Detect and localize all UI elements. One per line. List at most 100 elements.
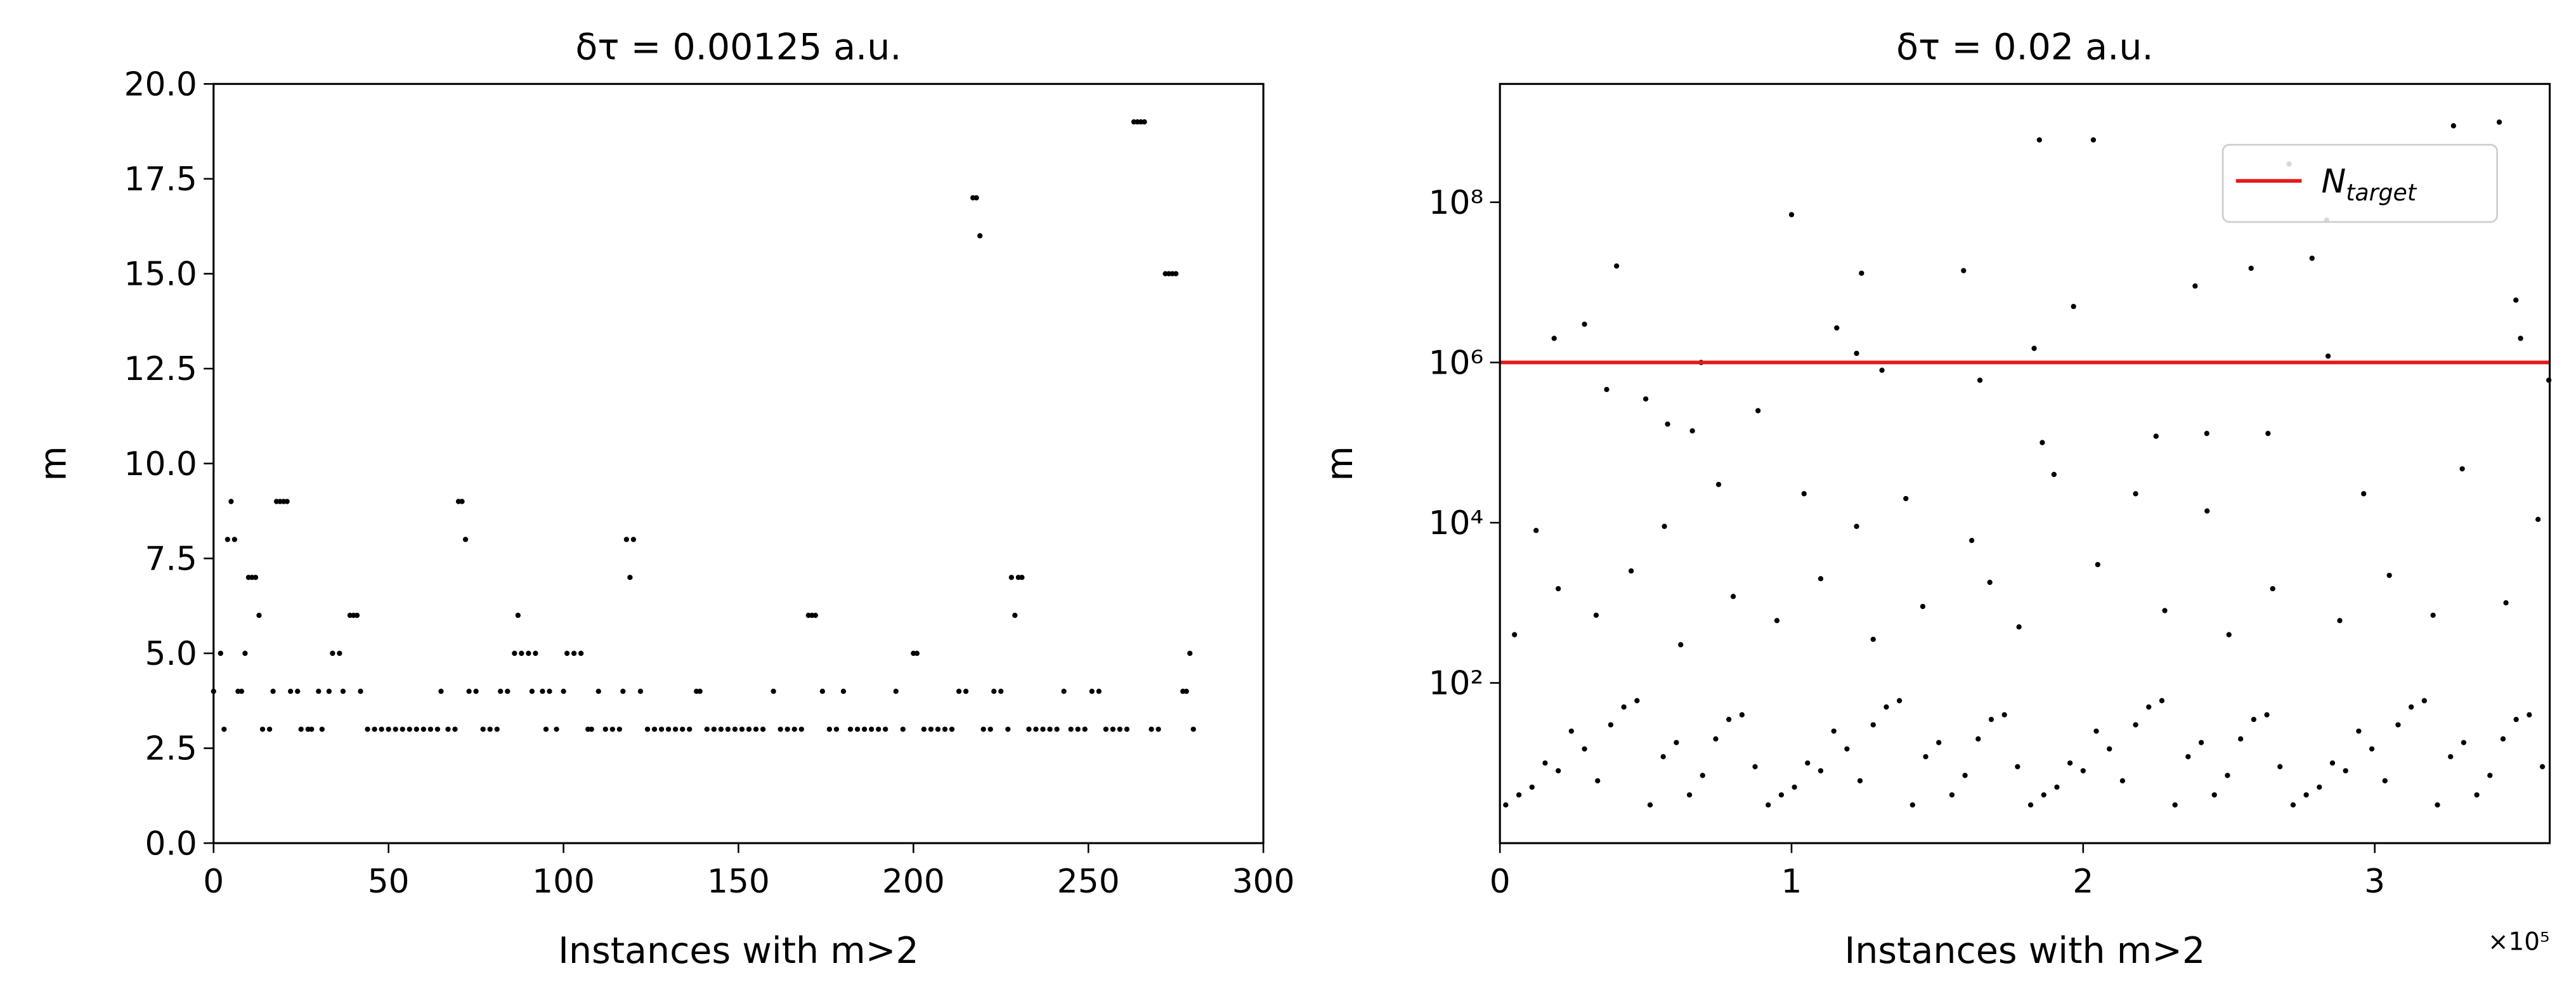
point [1173, 271, 1179, 277]
point [680, 726, 686, 732]
x-tick-label: 3 [2364, 863, 2385, 901]
x-tick-label: 300 [1232, 863, 1295, 901]
point [991, 688, 997, 694]
point [1595, 778, 1601, 784]
point [935, 726, 941, 732]
point [1187, 650, 1193, 657]
point [1621, 704, 1627, 710]
point [354, 612, 360, 618]
point [595, 688, 601, 694]
point [1936, 740, 1942, 745]
y-tick-label: 12.5 [124, 350, 197, 388]
point [1896, 698, 1903, 703]
point [2408, 704, 2414, 710]
x-tick-label: 0 [203, 863, 224, 901]
point [1689, 428, 1695, 434]
point [651, 726, 658, 732]
point [2500, 736, 2506, 742]
point [256, 612, 262, 618]
point [833, 726, 840, 732]
y-tick-label: 2.5 [145, 730, 197, 768]
point [1190, 726, 1196, 732]
point [1969, 537, 1975, 544]
point [1831, 728, 1837, 734]
point [2356, 728, 2362, 734]
point [1909, 802, 1915, 808]
point [1012, 612, 1018, 618]
point [2277, 764, 2283, 769]
y-tick-label: 10.0 [124, 445, 197, 483]
point [238, 688, 245, 694]
point [1975, 736, 1981, 742]
point [2031, 346, 2037, 351]
x-axis-label: Instances with m>2 [1845, 930, 2206, 972]
point [1643, 396, 1649, 402]
point [876, 726, 881, 732]
point [2503, 600, 2509, 606]
point [452, 726, 458, 732]
point [1788, 212, 1795, 218]
point [1665, 421, 1670, 427]
point [218, 650, 223, 657]
point [330, 650, 335, 657]
point [2036, 137, 2043, 143]
x-tick-label: 150 [707, 863, 770, 901]
point [2051, 471, 2057, 478]
point [379, 726, 384, 732]
point [266, 726, 273, 732]
chart-title: δτ = 0.00125 a.u. [575, 26, 901, 68]
point [420, 726, 426, 732]
point [393, 726, 398, 732]
point [725, 726, 731, 732]
point [1096, 688, 1102, 694]
point [2119, 778, 2126, 784]
point [2487, 773, 2493, 778]
point [2054, 784, 2060, 790]
point [1662, 523, 1667, 529]
point [1854, 523, 1859, 529]
point [252, 575, 259, 580]
point [2361, 491, 2367, 497]
point [242, 650, 248, 657]
point [259, 726, 266, 732]
point [2265, 431, 2271, 436]
point [400, 726, 405, 732]
point [1752, 764, 1758, 769]
point [1628, 568, 1634, 574]
point [2369, 746, 2375, 752]
point [798, 726, 804, 732]
point [2248, 265, 2254, 272]
point [372, 726, 377, 732]
point [1674, 740, 1679, 745]
point [407, 726, 412, 732]
point [434, 726, 441, 732]
point [2329, 760, 2336, 766]
point [589, 726, 594, 732]
point [973, 195, 979, 200]
point [1859, 270, 1864, 276]
y-tick-label: 15.0 [124, 256, 197, 294]
point [2435, 802, 2440, 808]
point [505, 688, 511, 694]
point [438, 688, 444, 694]
point [2067, 760, 2073, 766]
point [288, 688, 294, 694]
point [221, 726, 227, 732]
point [228, 499, 234, 504]
y-tick-label: 10² [1429, 665, 1484, 703]
point [2001, 712, 2007, 717]
point [753, 726, 759, 732]
point [1870, 636, 1876, 642]
point [1949, 792, 1955, 798]
point [2395, 722, 2401, 728]
point [2237, 736, 2244, 742]
point [949, 726, 955, 732]
point [883, 726, 888, 732]
point [2513, 297, 2519, 303]
point [1961, 268, 1967, 273]
point [998, 688, 1004, 694]
point [746, 726, 752, 732]
point [2309, 255, 2315, 261]
point [623, 537, 630, 542]
x-tick-label: 0 [1490, 863, 1511, 901]
